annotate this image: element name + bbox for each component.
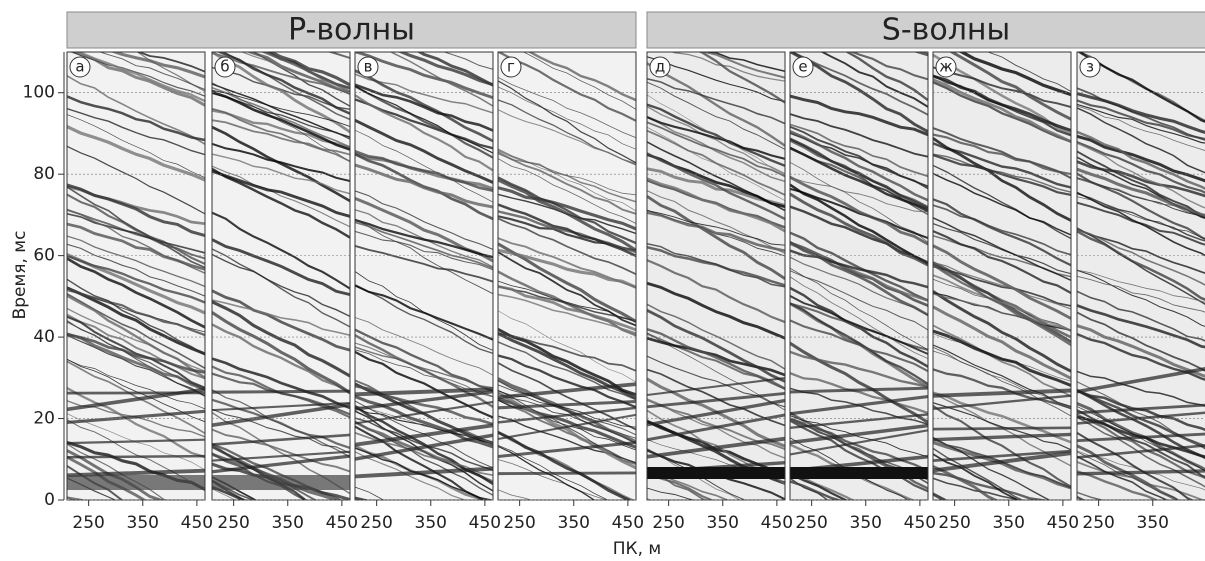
seismic-section [67, 12, 205, 553]
x-tick-label: 450 [326, 513, 358, 533]
panel-letter: в [364, 58, 373, 76]
x-tick-label: 350 [127, 513, 159, 533]
x-tick-label: 350 [558, 513, 590, 533]
x-tick-label: 250 [503, 513, 535, 533]
x-tick-label: 250 [1082, 513, 1114, 533]
y-tick-label: 80 [33, 164, 55, 184]
x-tick-label: 250 [72, 513, 104, 533]
x-tick-label: 450 [761, 513, 793, 533]
seismic-section [355, 19, 493, 544]
y-axis-label: Время, мс [10, 231, 30, 320]
x-tick-label: 250 [652, 513, 684, 533]
x-tick-label: 350 [850, 513, 882, 533]
group-title: P-волны [288, 13, 415, 48]
x-tick-label: 350 [1137, 513, 1169, 533]
panel-letter: г [507, 58, 515, 76]
panel-letter: ж [939, 58, 953, 76]
y-tick-label: 40 [33, 327, 55, 347]
figure: Время, мс ПК, м P-волны S-волны 250 350 450 а… [0, 0, 1205, 561]
seismic-section [1077, 51, 1205, 558]
seismic-section [790, 20, 928, 559]
seismic-section [212, 17, 350, 561]
panel-letter: а [75, 58, 84, 76]
x-tick-label: 250 [217, 513, 249, 533]
x-tick-label: 450 [181, 513, 213, 533]
panel-letter: д [655, 58, 665, 76]
x-tick-label: 350 [415, 513, 447, 533]
x-tick-label: 450 [1047, 513, 1079, 533]
x-tick-label: 450 [904, 513, 936, 533]
x-tick-label: 450 [469, 513, 501, 533]
x-tick-label: 450 [612, 513, 644, 533]
x-tick-label: 350 [272, 513, 304, 533]
x-tick-label: 250 [360, 513, 392, 533]
panel-letter: е [798, 58, 807, 76]
x-tick-label: 350 [993, 513, 1025, 533]
x-tick-label: 350 [707, 513, 739, 533]
y-tick-label: 20 [33, 409, 55, 429]
x-tick-label: 250 [938, 513, 970, 533]
seismic-section [498, 38, 636, 534]
panel-letter: б [220, 58, 229, 76]
y-tick-label: 60 [33, 246, 55, 266]
panel-letter: з [1086, 58, 1094, 76]
y-tick-label: 0 [44, 490, 55, 510]
group-title: S-волны [882, 13, 1010, 48]
x-tick-label: 250 [795, 513, 827, 533]
seismic-section [647, 21, 785, 561]
y-tick-label: 100 [23, 83, 55, 103]
seismic-section [933, 27, 1071, 561]
x-axis-label: ПК, м [613, 539, 662, 559]
